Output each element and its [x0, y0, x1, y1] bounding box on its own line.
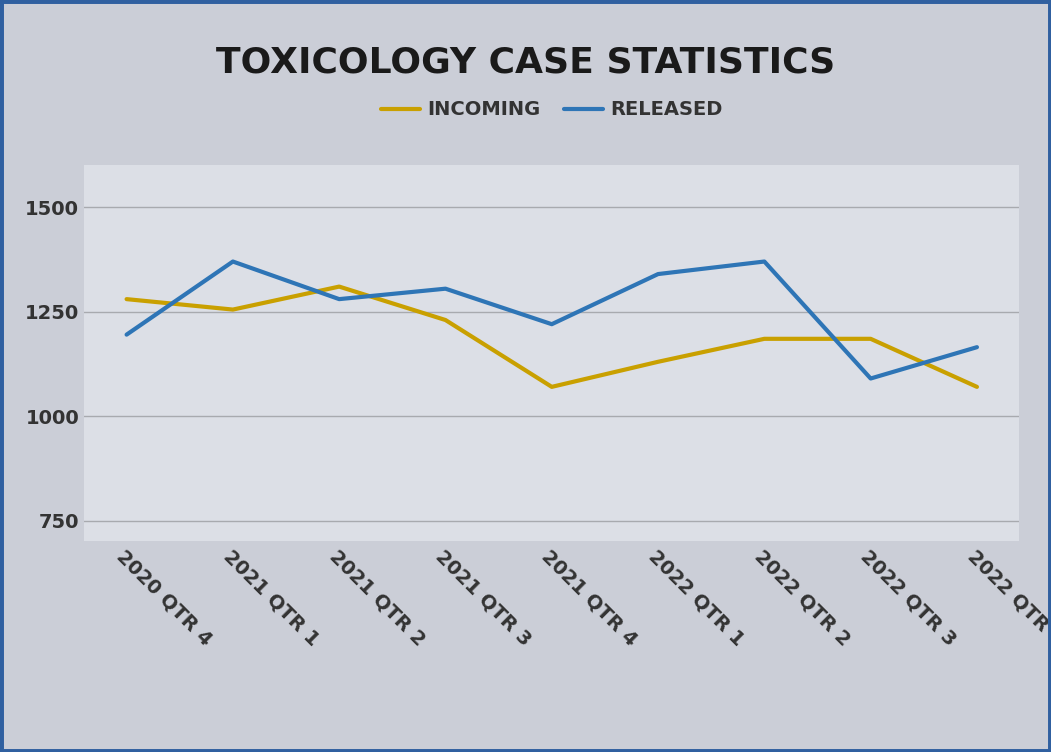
RELEASED: [652, 269, 664, 278]
INCOMING: [120, 295, 132, 304]
INCOMING: [864, 335, 877, 344]
INCOMING: [545, 382, 558, 391]
RELEASED: [545, 320, 558, 329]
RELEASED: [864, 374, 877, 383]
INCOMING: [227, 305, 240, 314]
RELEASED: [439, 284, 452, 293]
RELEASED: [971, 343, 984, 352]
INCOMING: [971, 382, 984, 391]
Line: RELEASED: RELEASED: [126, 262, 977, 378]
Legend: INCOMING, RELEASED: INCOMING, RELEASED: [373, 92, 730, 127]
Line: INCOMING: INCOMING: [126, 287, 977, 387]
RELEASED: [758, 257, 770, 266]
INCOMING: [439, 316, 452, 325]
RELEASED: [333, 295, 346, 304]
RELEASED: [120, 330, 132, 339]
RELEASED: [227, 257, 240, 266]
INCOMING: [758, 335, 770, 344]
INCOMING: [333, 282, 346, 291]
INCOMING: [652, 357, 664, 366]
Text: TOXICOLOGY CASE STATISTICS: TOXICOLOGY CASE STATISTICS: [215, 45, 836, 79]
